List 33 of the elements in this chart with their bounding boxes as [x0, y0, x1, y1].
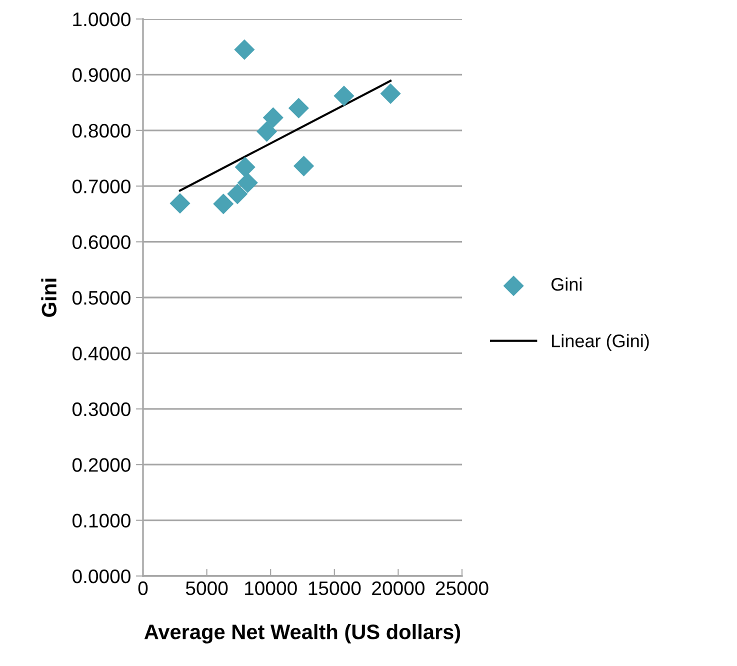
x-tick-label: 0	[138, 581, 148, 596]
y-tick-label: 0.2000	[72, 458, 130, 472]
x-tick-label: 15000	[308, 581, 361, 596]
point	[288, 98, 309, 118]
point	[234, 156, 256, 178]
point	[334, 86, 354, 106]
y-axis-title: Gini	[41, 278, 56, 317]
x-tick-label: 25000	[436, 581, 488, 596]
point	[256, 121, 278, 142]
y-tick-label: 0.4000	[72, 346, 130, 360]
point	[293, 156, 314, 176]
y-tick-label: 0.9000	[72, 68, 130, 82]
legend-label: Linear (Gini)	[552, 334, 649, 351]
point	[262, 107, 284, 128]
y-tick-label: 0.5000	[72, 290, 130, 305]
y-tick-label: 0.1000	[72, 514, 130, 528]
y-tick-label: 0.0000	[72, 569, 130, 584]
y-tick-label: 1.0000	[73, 12, 130, 26]
x-axis-title: Average Net Wealth (US dollars)	[144, 624, 460, 644]
legend-label: Gini	[552, 278, 582, 291]
x-tick-label: 20000	[372, 581, 424, 596]
point	[237, 172, 258, 194]
point	[213, 194, 234, 214]
y-tick-label: 0.3000	[72, 402, 130, 416]
y-tick-label: 0.8000	[72, 124, 130, 138]
point	[234, 39, 255, 60]
y-tick-label: 0.7000	[72, 180, 130, 194]
point	[170, 193, 190, 214]
x-tick-label: 10000	[245, 581, 297, 596]
point	[227, 184, 248, 204]
y-tick-label: 0.6000	[72, 235, 130, 250]
x-tick-label: 5000	[186, 581, 228, 596]
point	[380, 83, 401, 104]
